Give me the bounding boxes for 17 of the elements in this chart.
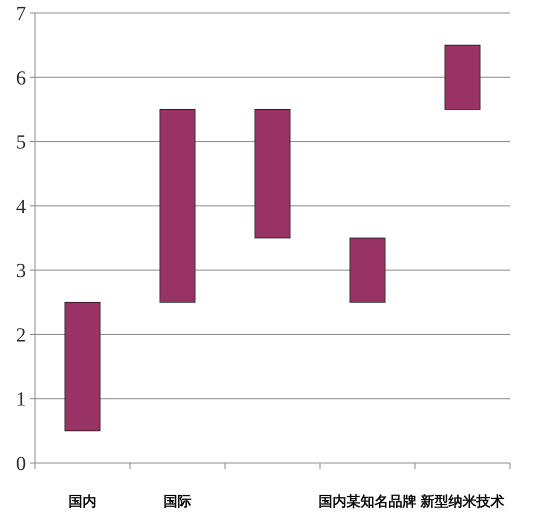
bar [64, 302, 100, 432]
y-tick-label: 3 [16, 260, 26, 282]
y-tick-label: 2 [16, 324, 26, 346]
x-tick-label: 国际 [164, 494, 192, 510]
bar [254, 109, 290, 238]
y-tick-label: 0 [16, 453, 26, 475]
x-tick-label: 新型纳米技术 [420, 493, 504, 510]
y-tick-label: 7 [16, 3, 26, 25]
x-tick-label: 国内 [68, 494, 96, 510]
bar [350, 238, 386, 303]
bar [160, 109, 196, 303]
y-tick-label: 1 [16, 388, 26, 411]
x-tick-label: 国内某知名品牌 [318, 494, 416, 510]
y-tick-label: 4 [16, 196, 26, 218]
bar [444, 44, 480, 110]
y-tick-label: 6 [16, 67, 26, 90]
y-tick-label: 5 [16, 132, 26, 154]
